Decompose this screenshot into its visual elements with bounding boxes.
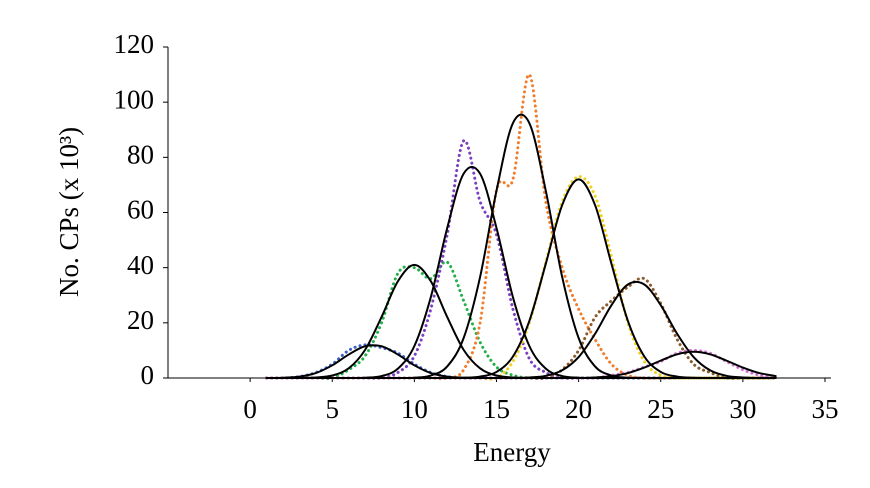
y-tick-label: 60 [127,195,154,225]
y-tick-label: 80 [127,140,154,170]
data-curve [265,73,778,381]
x-tick-label: 0 [243,394,257,424]
y-tick-label: 40 [127,250,154,280]
x-axis-label: Energy [473,437,551,467]
y-tick-label: 20 [127,305,154,335]
y-tick-label: 120 [114,29,155,59]
fit-curve [265,280,777,380]
x-tick-label: 5 [326,394,340,424]
fit-curve [265,350,777,380]
x-tick-label: 30 [729,394,756,424]
x-tick-label: 15 [483,394,510,424]
data-curve [265,175,778,381]
x-tick-label: 20 [565,394,592,424]
x-tick-label: 10 [401,394,428,424]
y-tick-label: 0 [141,360,155,390]
data-curve [265,260,778,381]
fit-curve [265,178,777,380]
x-tick-label: 25 [647,394,674,424]
y-axis-label: No. CPs (x 10³) [54,127,84,297]
y-tick-label: 100 [114,84,155,114]
x-tick-label: 35 [812,394,839,424]
